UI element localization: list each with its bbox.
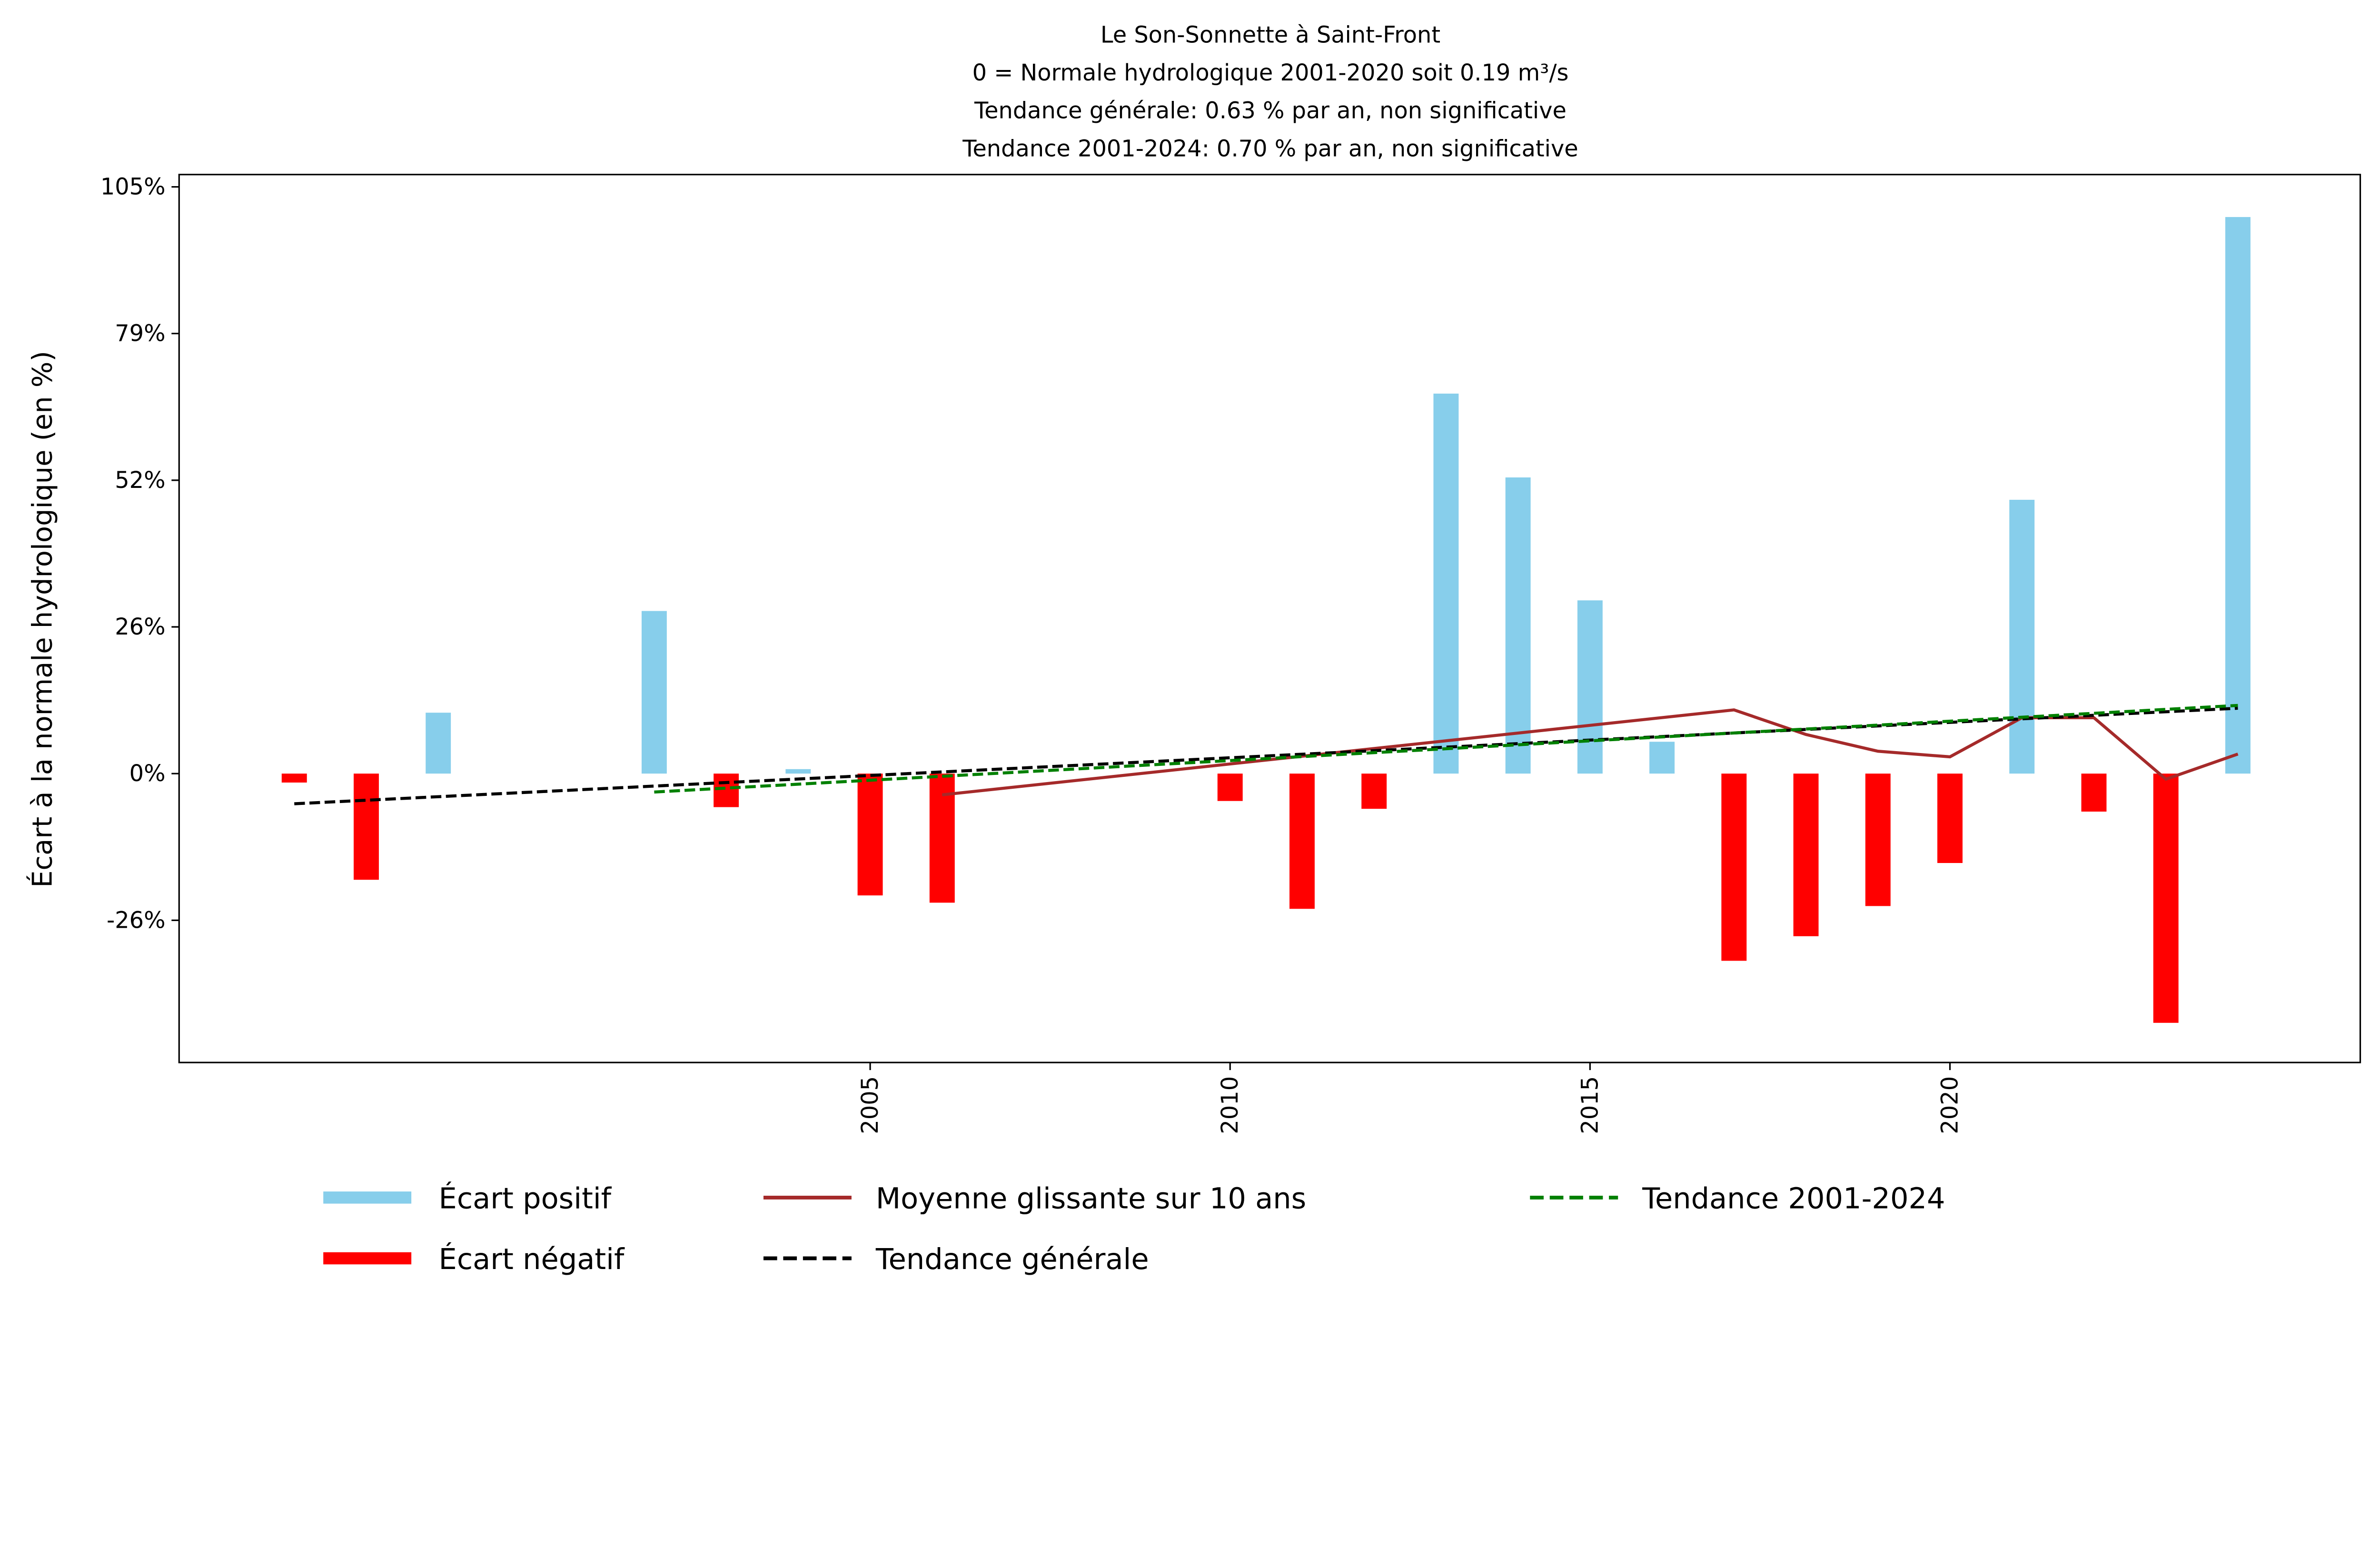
y-tick-label: 52% [115,467,165,494]
title-line-4: Tendance 2001-2024: 0.70 % par an, non s… [962,136,1578,162]
trend-period-line [654,704,2238,794]
y-tick-label: 0% [129,761,166,787]
x-tick-label: 2005 [857,1076,883,1134]
bar-1998 [354,774,379,880]
legend-label-moving-avg: Moyenne glissante sur 10 ans [876,1182,1306,1215]
plot-frame [178,174,2361,1063]
bar-2018 [1793,774,1819,936]
y-axis: -26% 0% 26% 52% 79% 105% [100,174,179,933]
bar-2022 [2081,774,2107,812]
x-tick-label: 2020 [1937,1076,1963,1134]
background [0,0,2380,1317]
bar-2011 [1289,774,1315,909]
bar-2024 [2225,217,2251,774]
bar-2005 [857,774,883,896]
bar-2017 [1721,774,1747,961]
x-tick-label: 2015 [1577,1076,1603,1134]
title-line-3: Tendance générale: 0.63 % par an, non si… [974,98,1567,124]
legend: Écart positif Écart négatif Moyenne glis… [323,1181,1945,1276]
bar-2019 [1865,774,1891,906]
bar-2010 [1217,774,1243,801]
y-tick-label: 105% [100,174,166,200]
chart: Le Son-Sonnette à Saint-Front 0 = Normal… [0,0,2380,1317]
bar-2015 [1577,600,1603,774]
chart-title: Le Son-Sonnette à Saint-Front 0 = Normal… [962,22,1578,162]
title-line-1: Le Son-Sonnette à Saint-Front [1101,22,1440,48]
bar-2014 [1505,477,1531,774]
bar-2004 [785,769,811,774]
x-tick-label: 2010 [1217,1076,1243,1134]
y-axis-label: Écart à la normale hydrologique (en %) [26,351,58,888]
bar-2002 [641,611,667,774]
bar-2012 [1361,774,1387,809]
y-tick-label: -26% [107,907,166,933]
bar-2003 [714,774,739,807]
bar-2016 [1649,742,1675,774]
trend-general-line [294,706,2238,805]
y-tick-label: 26% [115,614,165,640]
moving-average-line [942,708,2239,796]
bar-2023 [2153,774,2179,1023]
legend-label-trend-general: Tendance générale [875,1243,1149,1276]
legend-label-negative: Écart négatif [439,1242,625,1276]
lines [294,704,2239,805]
bar-2013 [1433,393,1459,774]
bar-2020 [1937,774,1963,863]
title-line-2: 0 = Normale hydrologique 2001-2020 soit … [972,60,1569,86]
bar-1999 [426,713,451,774]
legend-label-positive: Écart positif [439,1181,612,1215]
bar-1997 [281,774,307,783]
bar-2021 [2009,499,2035,774]
x-axis: 2005 2010 2015 2020 [857,1062,1963,1134]
y-tick-label: 79% [115,321,165,347]
legend-label-trend-period: Tendance 2001-2024 [1642,1182,1945,1215]
bars [281,217,2251,1023]
